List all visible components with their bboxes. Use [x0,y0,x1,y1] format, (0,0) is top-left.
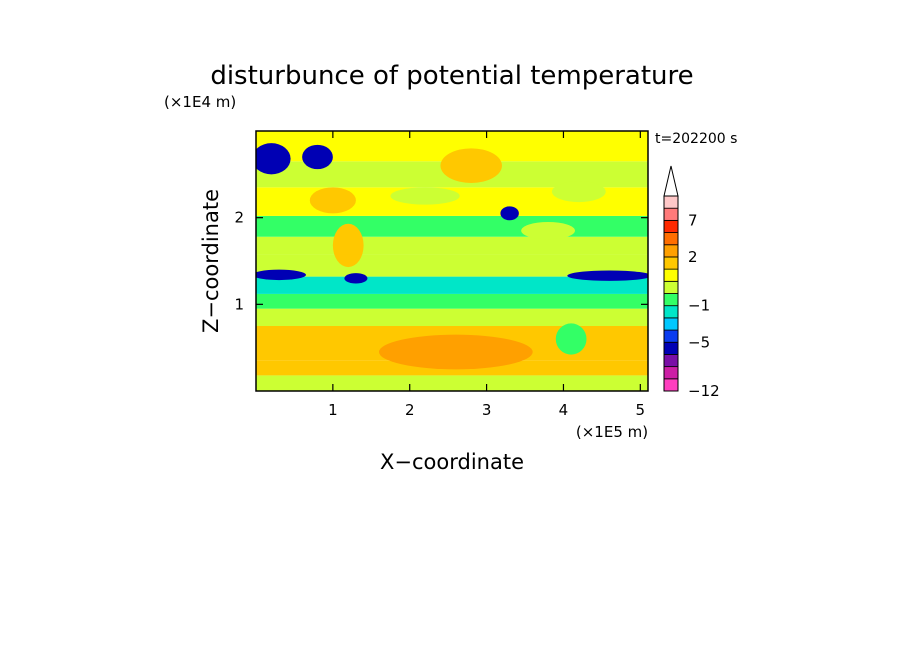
plot-frame [255,130,649,392]
field-feature [286,332,318,354]
field-feature [302,144,333,170]
chart-title: disturbunce of potential temperature [210,61,693,91]
field-feature [567,270,648,281]
x-tick-label: 1 [328,401,338,419]
field-feature [309,187,356,214]
y-axis: 12 [234,209,648,313]
colorbar-swatch [663,317,679,331]
colorbar-swatch [663,354,679,368]
colorbar-label: 2 [688,248,698,266]
field-band [256,375,648,391]
colorbar-label: 7 [688,211,698,229]
colorbar-swatch [663,244,679,258]
x-tick-label: 4 [559,401,569,419]
field-feature [378,334,533,370]
colorbar-frame [663,195,679,392]
colorbar-extend-arrow [663,165,679,197]
x-unit-label: (×1E5 m) [576,423,648,441]
colorbar-swatch [663,293,679,307]
y-unit-label: (×1E4 m) [164,93,236,111]
colorbar-label: −12 [688,382,720,400]
x-axis: 1 2 3 4 5 [328,131,645,419]
y-axis-label: Z−coordinate [199,189,223,333]
colorbar-label: −5 [688,333,710,351]
colorbar-swatch [663,195,679,209]
field-band [256,236,648,255]
colorbar-swatch [663,207,679,221]
colorbar-swatch [663,378,679,392]
colorbar-swatch [663,268,679,282]
field-feature [256,269,306,281]
colorbar-swatch [663,366,679,380]
colorbar-swatch [663,219,679,233]
field-feature [555,323,587,355]
y-tick-label: 1 [234,295,244,313]
plot-area [255,130,649,392]
colorbar-swatch [663,256,679,270]
y-tick-label: 2 [234,209,244,227]
field-band [256,293,648,309]
x-tick-label: 3 [482,401,492,419]
colorbar: −12−5−127 [663,165,720,400]
field-feature [440,148,502,184]
colorbar-label: −1 [688,297,710,315]
colorbar-swatch [663,341,679,355]
field-feature [390,187,460,205]
colorbar-swatch [663,329,679,343]
colorbar-swatch [663,280,679,294]
field-feature [344,273,368,284]
field-band [256,215,648,237]
x-tick-label: 5 [636,401,646,419]
time-label: t=202200 s [655,131,737,147]
field-band [256,308,648,326]
field-feature [551,181,606,203]
x-tick-label: 2 [405,401,415,419]
field-feature [521,222,575,240]
field-layer [256,131,648,391]
colorbar-swatch [663,305,679,319]
field-feature [256,143,291,175]
field-feature [332,223,364,268]
field-feature [500,206,519,221]
x-axis-label: X−coordinate [380,450,524,474]
colorbar-swatch [663,232,679,246]
